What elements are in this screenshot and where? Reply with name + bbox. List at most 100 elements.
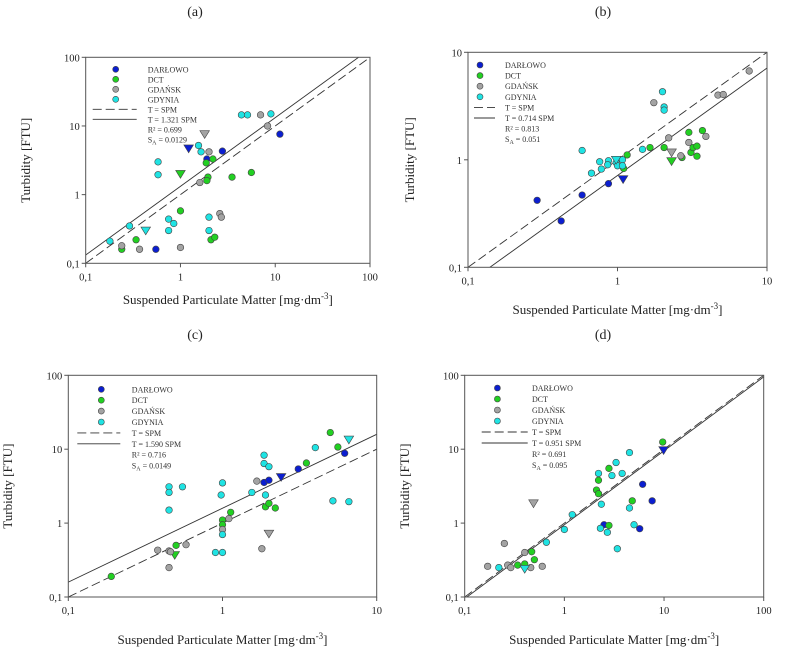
data-point-gdynia: [237, 111, 246, 119]
data-point-dct: [685, 128, 693, 136]
legend-label: T = 0.951 SPM: [532, 439, 581, 448]
data-point-dct: [605, 464, 613, 472]
y-tick-label: 100: [443, 371, 459, 382]
legend-label: GDYNIA: [505, 93, 537, 102]
data-point-dct: [326, 428, 334, 437]
data-point-dct: [646, 143, 654, 152]
legend-label: DARŁOWO: [505, 61, 546, 70]
data-point-gdynia: [154, 158, 162, 166]
regression-line: [85, 57, 360, 256]
data-point-gdynia: [178, 483, 187, 491]
x-axis-title-end: ]: [715, 632, 719, 647]
legend-label: T = 1.321 SPM: [148, 115, 197, 124]
y-tick-label: 0,1: [49, 593, 62, 604]
panel-label: (a): [187, 5, 203, 20]
sa-symbol: S: [148, 135, 152, 144]
data-point-gdynia: [578, 146, 586, 155]
chart-panel-d: (d) 0,1 1 10 100 0,1 1 10 100 Turbidity [FTU] Susp…: [397, 328, 772, 647]
data-point-gdańsk: [165, 563, 173, 572]
mean-marker-darłowo: [275, 473, 287, 482]
data-point-gdańsk: [665, 134, 673, 142]
x-axis-title: Suspended Particulate Matter [mg·dm-3]: [117, 631, 327, 647]
data-point-gdynia: [608, 471, 616, 480]
data-point-dct: [203, 177, 211, 185]
x-tick-label: 0,1: [79, 272, 92, 283]
y-axis-title: Turbidity [FTU]: [402, 117, 417, 202]
data-point-darłowo: [557, 217, 565, 225]
x-tick-label: 10: [659, 606, 670, 617]
x-axis-title-sup: -3: [321, 291, 329, 301]
sa-value: = 0.051: [514, 135, 541, 144]
data-point-gdynia: [218, 479, 227, 487]
sa-label: SA = 0.051: [505, 135, 540, 146]
sa-symbol: S: [532, 461, 536, 470]
data-point-gdańsk: [521, 548, 529, 557]
legend-marker-dct: [476, 72, 484, 79]
data-point-darłowo: [639, 480, 647, 488]
sa-value: = 0.0149: [141, 462, 172, 471]
x-axis-title-text: Suspended Particulate Matter [mg·dm: [123, 292, 321, 307]
data-point-gdynia: [660, 106, 668, 114]
data-point-gdynia: [618, 162, 627, 170]
panel-label: (b): [595, 5, 612, 20]
y-tick-label: 100: [47, 371, 63, 382]
data-point-gdańsk: [135, 245, 144, 253]
legend-marker-gdynia: [98, 418, 105, 426]
legend-marker-darłowo: [494, 384, 501, 392]
data-point-dct: [693, 152, 701, 160]
data-point-darłowo: [604, 180, 613, 188]
r-squared-label: R² = 0.691: [532, 450, 566, 459]
sa-subscript: A: [136, 467, 141, 473]
legend-marker-darłowo: [112, 66, 119, 73]
data-point-gdańsk: [719, 90, 727, 99]
mean-marker-gdańsk: [199, 130, 210, 140]
mean-marker-darłowo: [658, 446, 669, 456]
data-point-gdańsk: [154, 546, 162, 554]
data-point-dct: [247, 168, 255, 177]
data-point-gdynia: [597, 500, 605, 508]
data-point-gdynia: [205, 213, 213, 221]
legend-label: GDYNIA: [532, 417, 564, 426]
data-point-gdynia: [612, 458, 620, 467]
x-tick-label: 100: [756, 606, 772, 617]
data-point-gdańsk: [205, 148, 213, 156]
data-point-dct: [623, 151, 631, 159]
x-axis-title-text: Suspended Particulate Matter [mg·dm: [512, 302, 710, 317]
data-point-dct: [605, 521, 613, 530]
data-point-gdańsk: [263, 122, 272, 130]
x-tick-label: 1: [220, 606, 225, 617]
data-point-dct: [172, 541, 180, 549]
data-point-gdańsk: [217, 213, 225, 221]
data-point-gdynia: [495, 563, 503, 572]
x-tick-label: 1: [615, 276, 620, 287]
data-point-dct: [271, 504, 279, 512]
data-point-gdynia: [170, 219, 178, 228]
data-point-gdańsk: [118, 242, 126, 250]
x-axis-title-end: ]: [323, 632, 327, 647]
data-point-darłowo: [265, 476, 273, 484]
x-axis-title-sup: -3: [711, 301, 719, 311]
data-point-gdańsk: [258, 545, 266, 553]
x-axis-title-text: Suspended Particulate Matter [mg·dm: [117, 632, 315, 647]
data-point-gdynia: [165, 226, 173, 235]
legend-label: DCT: [505, 72, 521, 81]
x-tick-label: 10: [762, 276, 773, 287]
r-squared-label: R² = 0.813: [505, 125, 539, 134]
legend-marker-gdańsk: [476, 82, 484, 90]
mean-marker-gdańsk: [263, 529, 275, 539]
y-axis-title: Turbidity [FTU]: [0, 444, 15, 529]
legend-marker-gdynia: [112, 96, 119, 103]
data-point-gdynia: [106, 237, 114, 245]
legend-label: DCT: [132, 396, 148, 405]
sa-subscript: A: [152, 140, 157, 146]
panel-label: (d): [595, 328, 612, 343]
data-point-gdynia: [248, 488, 256, 497]
data-point-gdańsk: [176, 243, 185, 252]
sa-subscript: A: [536, 466, 541, 472]
sa-subscript: A: [509, 140, 514, 146]
x-tick-label: 0,1: [458, 606, 471, 617]
regression-line: [466, 376, 764, 597]
sa-symbol: S: [505, 135, 509, 144]
data-point-dct: [228, 173, 236, 181]
